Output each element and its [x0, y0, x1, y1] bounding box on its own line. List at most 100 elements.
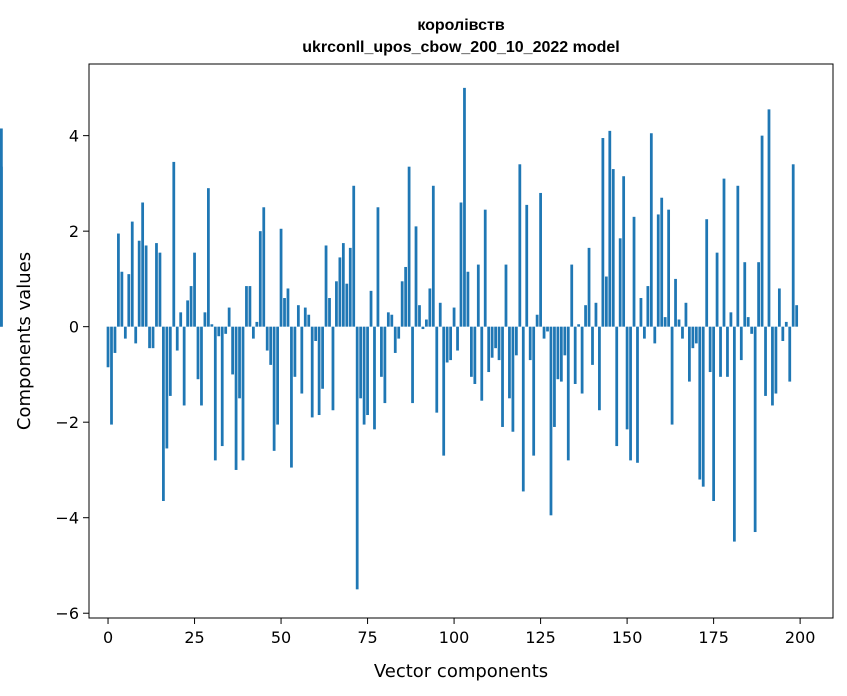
y-tick-label: 4 [69, 127, 79, 146]
bar-186 [750, 326, 754, 334]
x-tick-label: 175 [698, 628, 729, 647]
bar-80 [383, 326, 387, 404]
bar-124 [535, 314, 539, 327]
bar-48 [272, 326, 276, 451]
bar-110 [487, 326, 491, 373]
bar-96 [438, 302, 442, 327]
y-tick-label: −4 [55, 509, 79, 528]
bar-83 [393, 326, 397, 353]
x-tick-label: 200 [785, 628, 816, 647]
bar-133 [566, 326, 570, 461]
bar-1 [110, 326, 113, 425]
bar-51 [283, 298, 286, 327]
bar-55 [296, 305, 300, 327]
bar-189 [760, 135, 764, 327]
bar-121 [525, 204, 529, 327]
bar-7 [130, 221, 134, 327]
bar-95 [435, 326, 439, 413]
bar-176 [715, 252, 719, 327]
bar-26 [196, 326, 200, 380]
bar-19 [172, 161, 176, 327]
bar-164 [674, 278, 677, 327]
bar-53 [290, 326, 293, 468]
bar-24 [189, 286, 193, 327]
bar-142 [598, 326, 601, 411]
bar-161 [663, 317, 667, 327]
bar-192 [771, 326, 774, 406]
bar-98 [445, 326, 449, 363]
bar-54 [293, 326, 297, 377]
bar-5 [123, 326, 127, 339]
bar-145 [608, 130, 612, 327]
bar-12 [148, 326, 151, 349]
bar-100 [452, 307, 456, 327]
bar-16 [162, 326, 165, 501]
bar-27 [200, 326, 203, 406]
bar-29 [207, 188, 210, 327]
bar-3 [117, 233, 120, 327]
bar-76 [369, 290, 373, 327]
x-axis-label: Vector components [374, 661, 548, 682]
bar-60 [314, 326, 318, 341]
bar-181 [732, 326, 736, 542]
bar-147 [615, 326, 619, 447]
bar-118 [514, 326, 518, 356]
bar-35 [227, 307, 231, 327]
bar-109 [483, 209, 487, 327]
bar-49 [276, 326, 279, 425]
bar-97 [442, 326, 446, 456]
bar-71 [352, 185, 356, 327]
bar-166 [681, 326, 684, 339]
bar-38 [238, 326, 241, 399]
x-axis-ticks: 0 25 50 75 100 125 150 175 200 [103, 618, 815, 647]
bar-127 [546, 326, 549, 332]
bar-0 [106, 326, 110, 368]
bar-103 [463, 87, 466, 327]
bar-15 [158, 252, 162, 327]
x-tick-label: 75 [357, 628, 377, 647]
bar-92 [425, 319, 428, 327]
bar-194 [777, 288, 781, 327]
x-tick-label: 150 [612, 628, 643, 647]
bar-64 [328, 298, 331, 327]
bar-6 [127, 274, 131, 327]
bar-114 [501, 326, 504, 427]
bar-31 [213, 326, 217, 461]
bar-84 [397, 326, 401, 339]
bar-183 [739, 326, 743, 361]
bar-135 [573, 326, 577, 384]
bar-67 [338, 257, 342, 327]
bar-130 [556, 326, 560, 380]
plot-frame [88, 63, 834, 619]
bar-155 [643, 326, 646, 339]
bar-45 [262, 207, 266, 327]
bar-20 [175, 326, 179, 351]
bar-21 [179, 312, 183, 327]
bar-33 [220, 326, 224, 447]
bar-91 [421, 326, 425, 330]
bar-196 [784, 321, 788, 327]
bar-126 [542, 326, 546, 339]
bar-107 [476, 264, 480, 327]
bar-36 [231, 326, 234, 375]
bar-132 [563, 326, 567, 356]
bar-168 [688, 326, 691, 382]
bar-99 [449, 326, 452, 361]
bar-128 [549, 326, 553, 516]
bar-32 [217, 326, 221, 337]
bar-162 [667, 209, 671, 327]
y-axis-label: Components values [14, 252, 35, 430]
bar-149 [622, 176, 626, 327]
bar-141 [594, 302, 598, 327]
bar-4 [120, 271, 124, 327]
bar-56 [300, 326, 304, 394]
bar-195 [781, 326, 785, 341]
bar-47 [269, 326, 273, 365]
bar-68 [341, 243, 345, 327]
bar-172 [701, 326, 705, 487]
bar-59 [310, 326, 314, 418]
bar-139 [587, 247, 591, 327]
y-tick-label: 2 [69, 222, 79, 241]
bar-73 [359, 326, 363, 399]
y-axis-ticks: −6 −4 −2 0 2 4 [55, 127, 89, 623]
